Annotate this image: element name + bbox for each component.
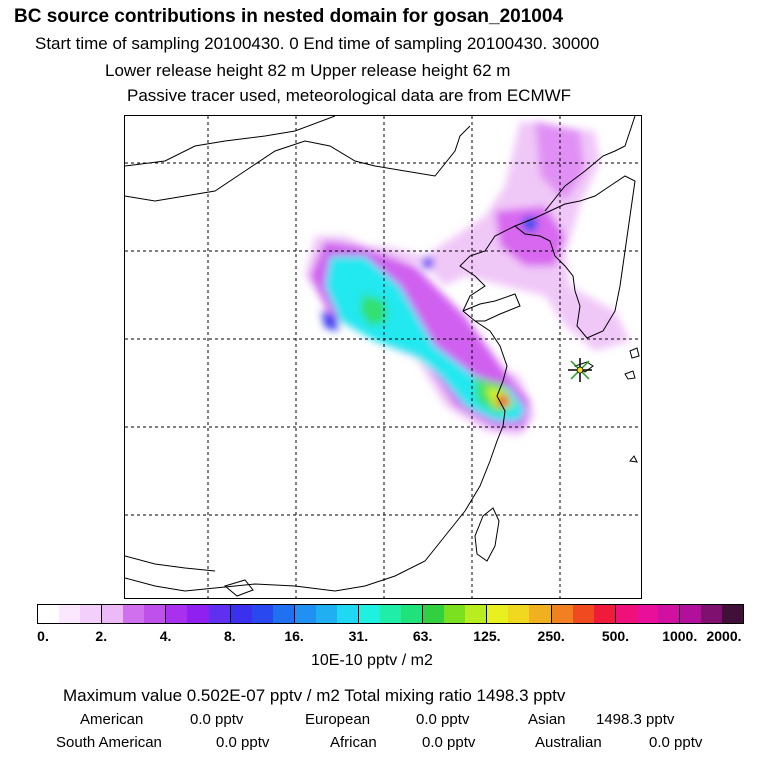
colorbar-tick-label: 2000. [706, 628, 742, 644]
colorbar-tick-label: 0. [37, 628, 49, 644]
colorbar-cell [679, 605, 701, 623]
colorbar-cell [636, 605, 658, 623]
region-value-american: 0.0 pptv [190, 711, 244, 728]
colorbar-cell [315, 605, 337, 623]
colorbar-cell [423, 605, 445, 623]
colorbar-tick-label: 500. [601, 628, 630, 644]
colorbar-tick-label: 16. [284, 628, 304, 644]
colorbar-cell [401, 605, 424, 623]
coast-shandong [462, 293, 521, 322]
island-hainan [223, 579, 254, 597]
border-china-korea [544, 116, 636, 212]
lat-lon-grid [125, 116, 641, 598]
coast-korea [514, 175, 636, 339]
colorbar-cell [529, 605, 552, 623]
region-label-american: American [80, 711, 144, 728]
colorbar-cell [123, 605, 145, 623]
coastlines [125, 116, 640, 597]
colorbar-cell [508, 605, 530, 623]
colorbar-cell [102, 605, 124, 623]
colorbar-tick-label: 31. [348, 628, 369, 644]
colorbar-tick-label: 125. [473, 628, 501, 644]
colorbar-cell [487, 605, 509, 623]
colorbar-cell [465, 605, 488, 623]
plume-layer-outer [305, 121, 630, 436]
region-value-asian: 1498.3 pptv [596, 711, 675, 728]
colorbar-cell [166, 605, 188, 623]
island-japan-2 [629, 347, 640, 359]
colorbar-cell [208, 605, 231, 623]
colorbar-tick-labels: 0. 2. 4. 8. 16. 31. 63. 125. 250. 500. 1000. 2000. [0, 628, 768, 646]
plume-layer-magenta-ne [535, 121, 585, 201]
island-japan-1 [624, 370, 636, 380]
colorbar [37, 604, 744, 624]
colorbar-cell [144, 605, 167, 623]
plume-layer-blue-mid [422, 257, 434, 269]
region-label-south-american: South American [56, 734, 162, 751]
map-panel [124, 115, 642, 599]
colorbar-cell [187, 605, 209, 623]
colorbar-tick-label: 250. [537, 628, 565, 644]
region-label-australian: Australian [535, 734, 602, 751]
colorbar-cell [272, 605, 295, 623]
release-height-line: Lower release height 82 m Upper release … [105, 61, 511, 80]
coast-bohai [125, 225, 516, 592]
concentration-plume [305, 121, 630, 436]
colorbar-cell [722, 605, 744, 623]
colorbar-cell [657, 605, 680, 623]
region-value-south-american: 0.0 pptv [216, 734, 270, 751]
colorbar-tick-label: 8. [223, 628, 236, 644]
colorbar-cell [380, 605, 402, 623]
colorbar-cell [358, 605, 380, 623]
region-value-african: 0.0 pptv [422, 734, 476, 751]
colorbar-units: 10E-10 pptv / m2 [311, 652, 433, 669]
colorbar-tick-label: 2. [95, 628, 108, 644]
colorbar-cell [700, 605, 722, 623]
plume-layer-green-north [360, 294, 387, 326]
sampling-time-line: Start time of sampling 20100430. 0 End t… [35, 34, 600, 53]
region-value-australian: 0.0 pptv [649, 734, 703, 751]
colorbar-cell [551, 605, 573, 623]
plume-layer-red-hotspot [497, 395, 509, 407]
region-label-asian: Asian [528, 711, 566, 728]
colorbar-tick-label: 4. [159, 628, 172, 644]
island-taiwan [474, 507, 500, 562]
colorbar-cell [80, 605, 103, 623]
summary-max-line: Maximum value 0.502E-07 pptv / m2 Total … [63, 686, 566, 705]
plume-layer-blue-west [321, 311, 339, 331]
region-value-european: 0.0 pptv [416, 711, 470, 728]
colorbar-cell [444, 605, 466, 623]
island-ryukyu [629, 455, 638, 463]
colorbar-cell [572, 605, 594, 623]
map-title: BC source contributions in nested domain… [14, 6, 564, 27]
region-label-european: European [305, 711, 371, 728]
colorbar-cell [38, 605, 60, 623]
colorbar-tick-label: 1000. [662, 628, 698, 644]
coast-vietnam [125, 555, 216, 572]
colorbar-cell [59, 605, 81, 623]
coast-main-china [125, 125, 471, 202]
star-asterisk-icon [568, 358, 592, 382]
colorbar-cell [294, 605, 316, 623]
colorbar-cell [230, 605, 252, 623]
colorbar-cell [593, 605, 616, 623]
region-label-african: African [330, 734, 377, 751]
plume-layer-blue-north [522, 216, 538, 232]
border-mongolia [125, 116, 336, 167]
map-canvas [125, 116, 641, 598]
colorbar-cell [251, 605, 273, 623]
tracer-info-line: Passive tracer used, meteorological data… [127, 86, 572, 105]
colorbar-cell [336, 605, 359, 623]
colorbar-cell [615, 605, 637, 623]
colorbar-tick-label: 63. [412, 628, 433, 644]
